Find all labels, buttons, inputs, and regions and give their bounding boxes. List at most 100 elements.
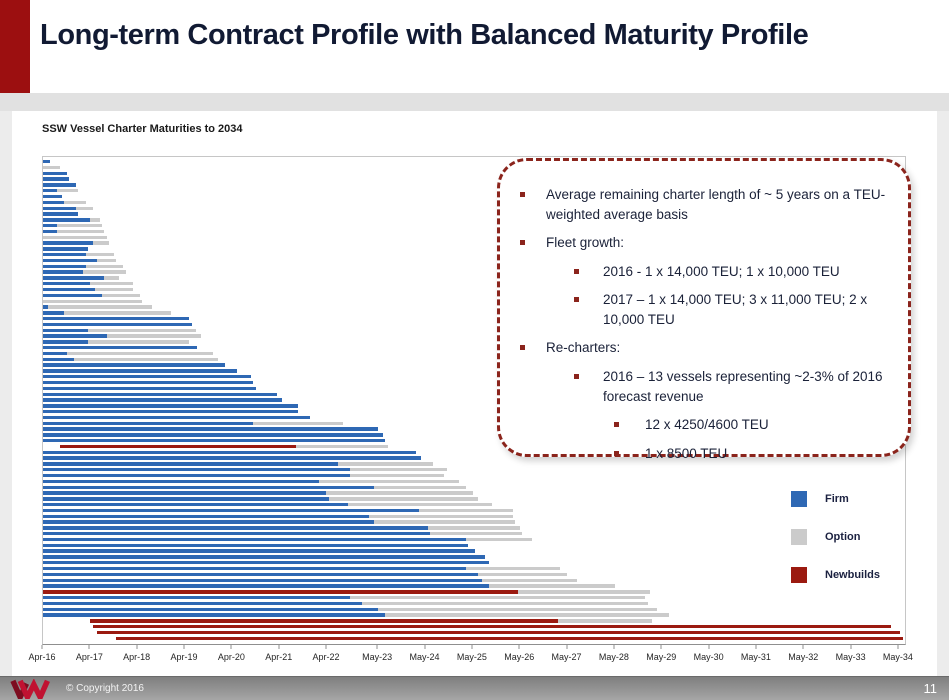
- firm-bar-segment: [43, 270, 84, 274]
- bullet-square-icon: [574, 373, 579, 379]
- bullet-square-icon: [574, 297, 579, 303]
- chart-plot-area: [42, 156, 906, 645]
- option-bar-segment: [92, 241, 110, 245]
- option-bar-segment: [85, 253, 114, 257]
- x-axis-tick-label: May-31: [740, 652, 771, 662]
- charter-bar-row: [43, 531, 905, 537]
- charter-bar-row: [43, 351, 905, 357]
- firm-bar-segment: [43, 398, 282, 402]
- legend-label: Option: [825, 531, 861, 543]
- firm-bar-segment: [43, 177, 69, 181]
- bullet-square-icon: [574, 268, 579, 274]
- firm-bar-segment: [43, 287, 95, 292]
- slide-title: Long-term Contract Profile with Balanced…: [40, 19, 809, 51]
- firm-bar-segment: [43, 340, 88, 344]
- charter-bar-row: [43, 293, 905, 299]
- charter-bar-row: [43, 182, 905, 188]
- option-bar-segment: [253, 421, 343, 425]
- option-bar-segment: [104, 276, 119, 280]
- firm-bar-segment: [43, 456, 421, 460]
- option-bar-segment: [465, 537, 532, 542]
- bullet-square-icon: [520, 345, 525, 351]
- newbuild-bar-segment: [97, 630, 901, 635]
- charter-bar-row: [43, 240, 905, 246]
- x-axis-tick-label: Apr-18: [123, 652, 151, 662]
- firm-bar-segment: [43, 409, 299, 414]
- firm-bar-segment: [43, 253, 86, 257]
- x-axis-tick-label: May-30: [693, 652, 724, 662]
- bullet-text: 2016 - 1 x 14,000 TEU; 1 x 10,000 TEU: [603, 263, 840, 279]
- charter-bar-row: [43, 357, 905, 363]
- charter-bar-row: [43, 269, 905, 275]
- charter-bar-row: [43, 392, 905, 398]
- firm-bar-segment: [43, 584, 490, 588]
- charter-bar-row: [43, 490, 905, 496]
- charter-bar-row: [43, 235, 905, 241]
- option-bar-segment: [64, 200, 86, 205]
- x-axis-tick-label: May-34: [882, 652, 913, 662]
- charter-bar-row: [43, 206, 905, 212]
- firm-bar-segment: [43, 200, 65, 205]
- callout-bullet: Fleet growth:: [500, 233, 908, 253]
- firm-bar-segment: [43, 404, 299, 408]
- option-bar-segment: [47, 305, 152, 309]
- firm-bar-segment: [43, 392, 277, 396]
- charter-bar-row: [43, 548, 905, 554]
- legend-item-newbuild: Newbuilds: [791, 567, 880, 583]
- charter-bar-row: [43, 252, 905, 258]
- charter-bar-row: [43, 432, 905, 438]
- option-bar-segment: [57, 223, 103, 228]
- option-bar-segment: [378, 607, 658, 611]
- firm-bar-segment: [43, 462, 339, 466]
- option-bar-segment: [347, 502, 492, 507]
- x-axis-tick-label: May-24: [409, 652, 440, 662]
- firm-bar-segment: [43, 357, 74, 362]
- charter-bar-row: [43, 403, 905, 409]
- charter-bar-row: [43, 444, 905, 450]
- firm-bar-segment: [43, 578, 483, 582]
- chart-legend: Firm Option Newbuilds: [791, 491, 880, 605]
- option-bar-segment: [73, 357, 218, 362]
- legend-swatch-option: [791, 529, 807, 545]
- charter-bar-row: [43, 194, 905, 200]
- x-axis-tick: [613, 645, 615, 649]
- charter-bar-row: [43, 200, 905, 206]
- charter-bar-row: [43, 415, 905, 421]
- charter-bar-row: [43, 636, 905, 642]
- charter-bar-row: [43, 281, 905, 287]
- firm-bar-segment: [43, 369, 237, 373]
- bullet-text: 2017 – 1 x 14,000 TEU; 3 x 11,000 TEU; 2…: [603, 292, 868, 327]
- x-axis-tick-label: Apr-21: [265, 652, 293, 662]
- charter-bar-row: [43, 374, 905, 380]
- x-axis-tick: [88, 645, 90, 649]
- firm-bar-segment: [43, 322, 192, 327]
- x-axis-tick-label: May-33: [835, 652, 866, 662]
- charter-bar-row: [43, 496, 905, 502]
- option-bar-segment: [338, 462, 433, 466]
- charter-bar-row: [43, 304, 905, 310]
- firm-bar-segment: [43, 380, 254, 385]
- firm-bar-segment: [43, 218, 91, 222]
- firm-bar-segment: [43, 258, 98, 263]
- firm-bar-segment: [43, 346, 197, 350]
- firm-bar-segment: [43, 479, 320, 484]
- option-bar-segment: [57, 189, 79, 193]
- firm-bar-segment: [43, 607, 379, 611]
- x-axis-tick: [660, 645, 662, 649]
- option-bar-segment: [328, 497, 478, 501]
- option-bar-segment: [557, 619, 653, 623]
- firm-bar-segment: [43, 601, 362, 606]
- x-axis-tick-label: May-27: [551, 652, 582, 662]
- option-bar-segment: [57, 229, 105, 234]
- firm-bar-segment: [43, 421, 254, 425]
- firm-bar-segment: [43, 613, 386, 617]
- charter-bar-row: [43, 514, 905, 520]
- option-bar-segment: [43, 235, 107, 239]
- charter-bar-row: [43, 537, 905, 543]
- charter-bar-row: [43, 630, 905, 636]
- charter-bar-row: [43, 258, 905, 264]
- firm-bar-segment: [43, 514, 369, 518]
- firm-bar-segment: [43, 282, 91, 286]
- charter-bar-row: [43, 450, 905, 456]
- charter-bar-row: [43, 165, 905, 171]
